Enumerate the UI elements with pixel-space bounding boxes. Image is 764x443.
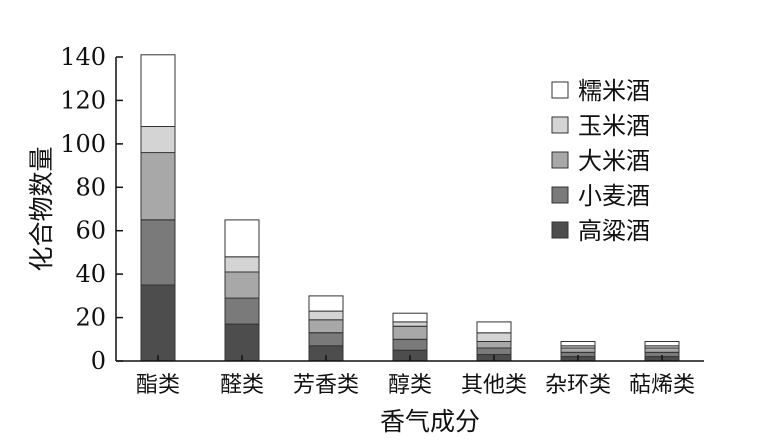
bar-segment-1-1 bbox=[140, 284, 176, 362]
legend-swatch bbox=[551, 81, 569, 99]
bar-segment-1-5 bbox=[140, 54, 176, 127]
x-tick-label: 酯类 bbox=[136, 373, 180, 398]
bar-segment-4-5 bbox=[392, 312, 428, 323]
bar-segment-3-3 bbox=[308, 319, 344, 334]
legend-label: 小麦酒 bbox=[578, 182, 650, 210]
bar-segment-4-2 bbox=[392, 338, 428, 351]
legend-label: 糯米酒 bbox=[578, 77, 650, 105]
bar-segment-2-2 bbox=[224, 297, 260, 325]
x-tick-label: 醇类 bbox=[388, 373, 432, 398]
legend-swatch bbox=[551, 151, 569, 169]
bar-segment-4-4 bbox=[392, 321, 428, 327]
legend-label: 玉米酒 bbox=[578, 112, 650, 140]
bar-segment-2-4 bbox=[224, 256, 260, 273]
bar-segment-5-5 bbox=[476, 321, 512, 334]
x-tick-label: 醛类 bbox=[220, 373, 264, 398]
bar-segment-1-3 bbox=[140, 152, 176, 221]
bar-segment-5-2 bbox=[476, 347, 512, 355]
x-tick-label: 萜烯类 bbox=[629, 373, 695, 398]
bar-segment-2-5 bbox=[224, 219, 260, 258]
bar-segment-4-3 bbox=[392, 325, 428, 340]
legend-label: 高粱酒 bbox=[578, 217, 650, 245]
axes-layer: 酯类 醛类 芳香类 醇类 其他类 杂环类 萜烯类 0 20 40 60 80 100 120 140 bbox=[60, 43, 704, 398]
y-axis-title: 化合物数量 bbox=[27, 146, 56, 271]
y-tick-label: 140 bbox=[60, 43, 106, 71]
bar-segment-2-1 bbox=[224, 323, 260, 362]
x-tick-label: 杂环类 bbox=[545, 373, 611, 398]
bars-layer bbox=[140, 54, 680, 362]
x-tick-label: 其他类 bbox=[461, 373, 527, 398]
bar-segment-1-4 bbox=[140, 126, 176, 154]
y-tick-label: 20 bbox=[75, 304, 106, 332]
bar-segment-7-5 bbox=[644, 341, 680, 347]
bar-segment-5-3 bbox=[476, 341, 512, 349]
y-tick-label: 120 bbox=[60, 86, 106, 114]
y-tick-label: 60 bbox=[75, 217, 106, 245]
bar-segment-2-3 bbox=[224, 271, 260, 299]
legend-swatch bbox=[551, 116, 569, 134]
y-tick-label: 0 bbox=[91, 347, 106, 375]
bar-segment-6-5 bbox=[560, 341, 596, 347]
bar-segment-1-2 bbox=[140, 219, 176, 286]
legend-swatch bbox=[551, 186, 569, 204]
x-axis-title: 香气成分 bbox=[380, 407, 480, 436]
bar-segment-6-3 bbox=[560, 347, 596, 353]
bar-segment-3-5 bbox=[308, 295, 344, 312]
bar-segment-5-4 bbox=[476, 332, 512, 342]
bar-segment-7-3 bbox=[644, 347, 680, 353]
legend-label: 大米酒 bbox=[578, 147, 650, 175]
bar-segment-3-2 bbox=[308, 332, 344, 347]
y-tick-label: 80 bbox=[75, 173, 106, 201]
bar-segment-3-4 bbox=[308, 310, 344, 321]
y-tick-label: 40 bbox=[75, 260, 106, 288]
x-tick-label: 芳香类 bbox=[293, 373, 359, 398]
legend-swatch bbox=[551, 221, 569, 239]
y-tick-label: 100 bbox=[60, 130, 106, 158]
